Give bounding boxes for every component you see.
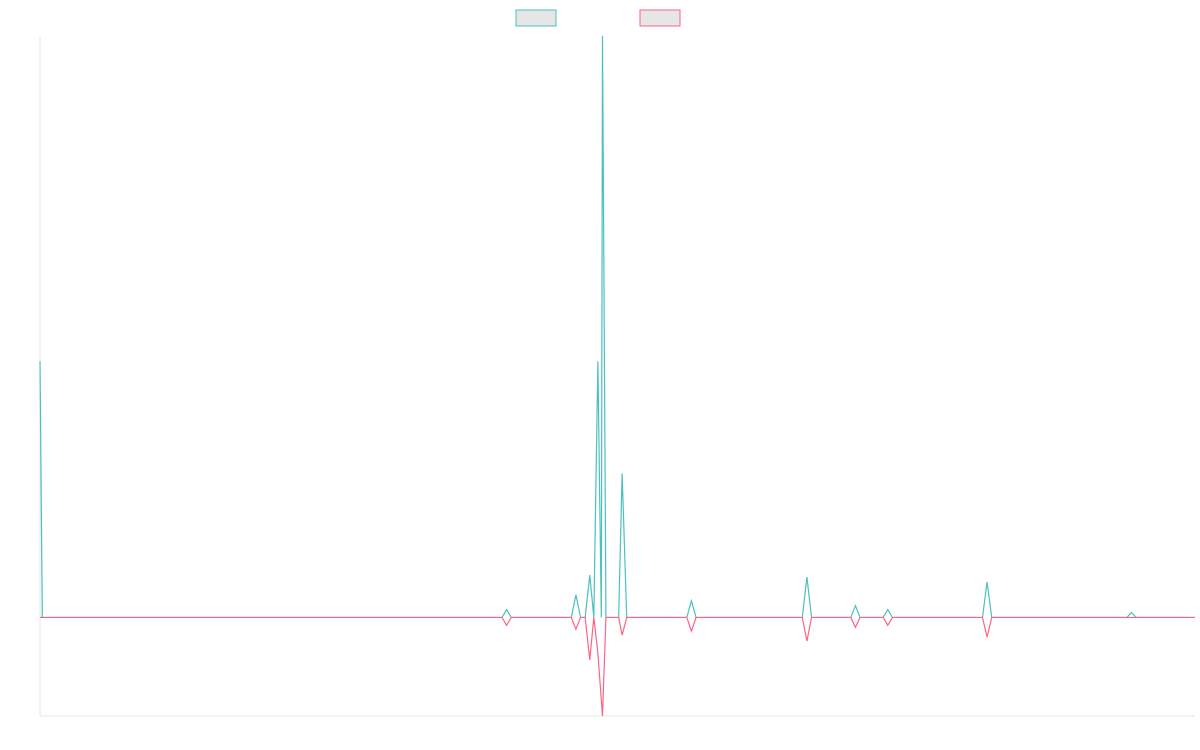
legend[interactable] [515,9,681,27]
legend-item-1[interactable] [515,9,557,27]
legend-swatch-2[interactable] [639,9,681,27]
series-layer [39,35,1195,717]
series-line-1 [39,35,1195,619]
legend-swatch-1[interactable] [515,9,557,27]
series-line-2 [40,616,1195,717]
plot-area [39,35,1195,717]
legend-item-2[interactable] [639,9,681,27]
